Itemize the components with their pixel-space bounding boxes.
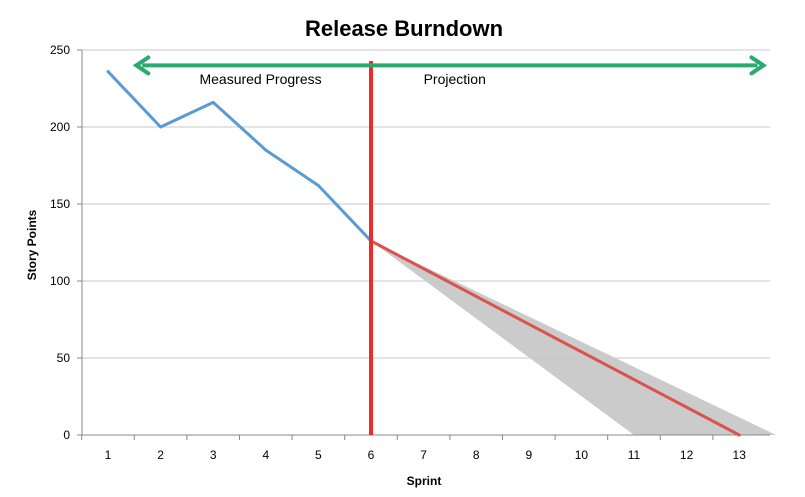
series-line-measured: [106, 70, 373, 242]
y-tick-label: 200: [50, 120, 70, 134]
data-point-measured: [264, 148, 268, 152]
data-point-measured: [159, 125, 163, 129]
span-arrow-left-head: [132, 55, 151, 76]
span-arrow-right-head: [749, 55, 768, 76]
x-tick-label: 8: [473, 448, 480, 462]
x-tick-label: 9: [525, 448, 532, 462]
series-line-projection: [370, 239, 740, 437]
x-tick-label: 7: [420, 448, 427, 462]
x-tick-label: 3: [210, 448, 217, 462]
data-point-measured: [211, 100, 215, 104]
x-tick-label: 10: [575, 448, 589, 462]
gridlines: [82, 49, 770, 436]
x-tick-label: 6: [368, 448, 375, 462]
projection-band-area: [371, 240, 777, 435]
x-tick-label: 2: [157, 448, 164, 462]
y-tick-label: 250: [50, 43, 70, 57]
axes: [77, 49, 770, 440]
x-tick-label: 11: [628, 448, 641, 462]
annotation-label: Projection: [424, 71, 486, 87]
y-tick-labels: 0 50 100 150 200 250: [50, 43, 70, 442]
y-tick-label: 100: [50, 274, 70, 288]
data-point-projection: [737, 433, 741, 437]
chart-title: Release Burndown: [305, 16, 503, 41]
x-tick-label: 5: [315, 448, 322, 462]
x-axis-title: Sprint: [407, 474, 442, 488]
annotations: Measured Progress Projection: [199, 71, 485, 87]
y-tick-label: 150: [50, 197, 70, 211]
x-tick-labels: 1 2 3 4 5 6 7 8 9 10 11 12 13: [105, 448, 747, 462]
data-point-measured: [106, 70, 110, 74]
projection-band: [371, 240, 777, 435]
span-arrow: [132, 55, 768, 76]
x-tick-label: 4: [262, 448, 269, 462]
x-tick-label: 1: [105, 448, 112, 462]
y-tick-label: 0: [63, 428, 70, 442]
y-axis-title: Story Points: [25, 209, 39, 280]
y-tick-label: 50: [57, 351, 71, 365]
annotation-label: Measured Progress: [199, 71, 321, 87]
x-tick-label: 13: [733, 448, 747, 462]
data-point-measured: [316, 184, 320, 188]
x-tick-label: 12: [680, 448, 694, 462]
